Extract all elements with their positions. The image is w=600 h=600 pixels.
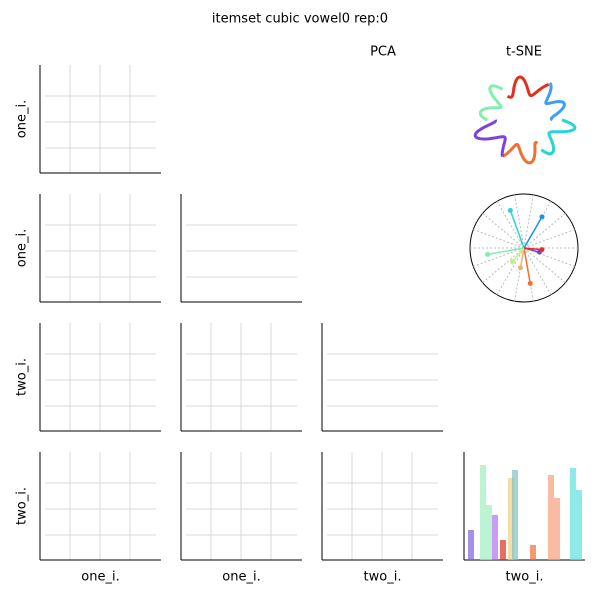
polar-point [509, 259, 515, 265]
figure-title: itemset cubic vowel0 rep:0 [212, 12, 388, 27]
polar-spoke [514, 194, 525, 249]
row-label: one_i. [15, 100, 30, 138]
polar-spoke [523, 212, 566, 249]
histogram-plot [463, 452, 585, 561]
polar-point [507, 207, 513, 213]
column-label: two_i. [364, 570, 402, 585]
polar-point [539, 247, 545, 253]
column-header: PCA [370, 45, 396, 60]
polar-stem [523, 247, 542, 251]
histogram-bar [530, 545, 536, 560]
polar-spoke [496, 200, 525, 249]
histogram-bar [508, 478, 514, 560]
tsne-curve [502, 141, 539, 165]
row-label: two_i. [15, 487, 30, 525]
histogram-bar [500, 540, 506, 560]
column-label: one_i. [222, 570, 260, 585]
panels [39, 65, 443, 561]
column-header: t-SNE [506, 45, 542, 60]
tsne-curve [506, 75, 550, 99]
polar-spoke [523, 247, 566, 284]
tsne-curve [473, 119, 507, 157]
tsne-curve [544, 82, 566, 122]
histogram-bar [570, 468, 576, 560]
polar-plot [469, 193, 579, 303]
polar-spoke [523, 194, 534, 249]
histogram-bar [548, 475, 554, 560]
polar-spoke [482, 247, 525, 284]
histogram-bar [554, 498, 560, 560]
polar-stem [511, 247, 525, 263]
polar-point [539, 214, 545, 220]
polar-stem [523, 216, 543, 249]
column-label: one_i. [81, 570, 119, 585]
histogram-bar [486, 505, 492, 560]
histogram-bar [468, 530, 474, 560]
polar-point [485, 251, 491, 257]
tsne-curve [478, 84, 504, 122]
polar-spoke [496, 247, 525, 296]
polar-stem [519, 247, 525, 268]
column-label: two_i. [506, 570, 544, 585]
row-label: two_i. [15, 358, 30, 396]
polar-point [527, 280, 533, 286]
polar-stem [523, 247, 531, 284]
polar-spoke [482, 212, 525, 249]
row-label: one_i. [15, 229, 30, 267]
polar-point [518, 265, 524, 271]
tsne-curve [540, 118, 577, 156]
polar-spoke [523, 247, 575, 267]
histogram-bar [492, 515, 498, 560]
polar-spoke [473, 229, 525, 249]
histogram-bar [512, 470, 518, 560]
histogram-bar [480, 465, 486, 560]
polar-spoke [523, 247, 552, 296]
polar-spoke [473, 247, 525, 267]
tsne-plot [473, 75, 577, 165]
polar-stem [487, 247, 525, 256]
polar-spoke [523, 229, 575, 249]
polar-stem [509, 210, 525, 249]
histogram-bar [576, 490, 582, 560]
